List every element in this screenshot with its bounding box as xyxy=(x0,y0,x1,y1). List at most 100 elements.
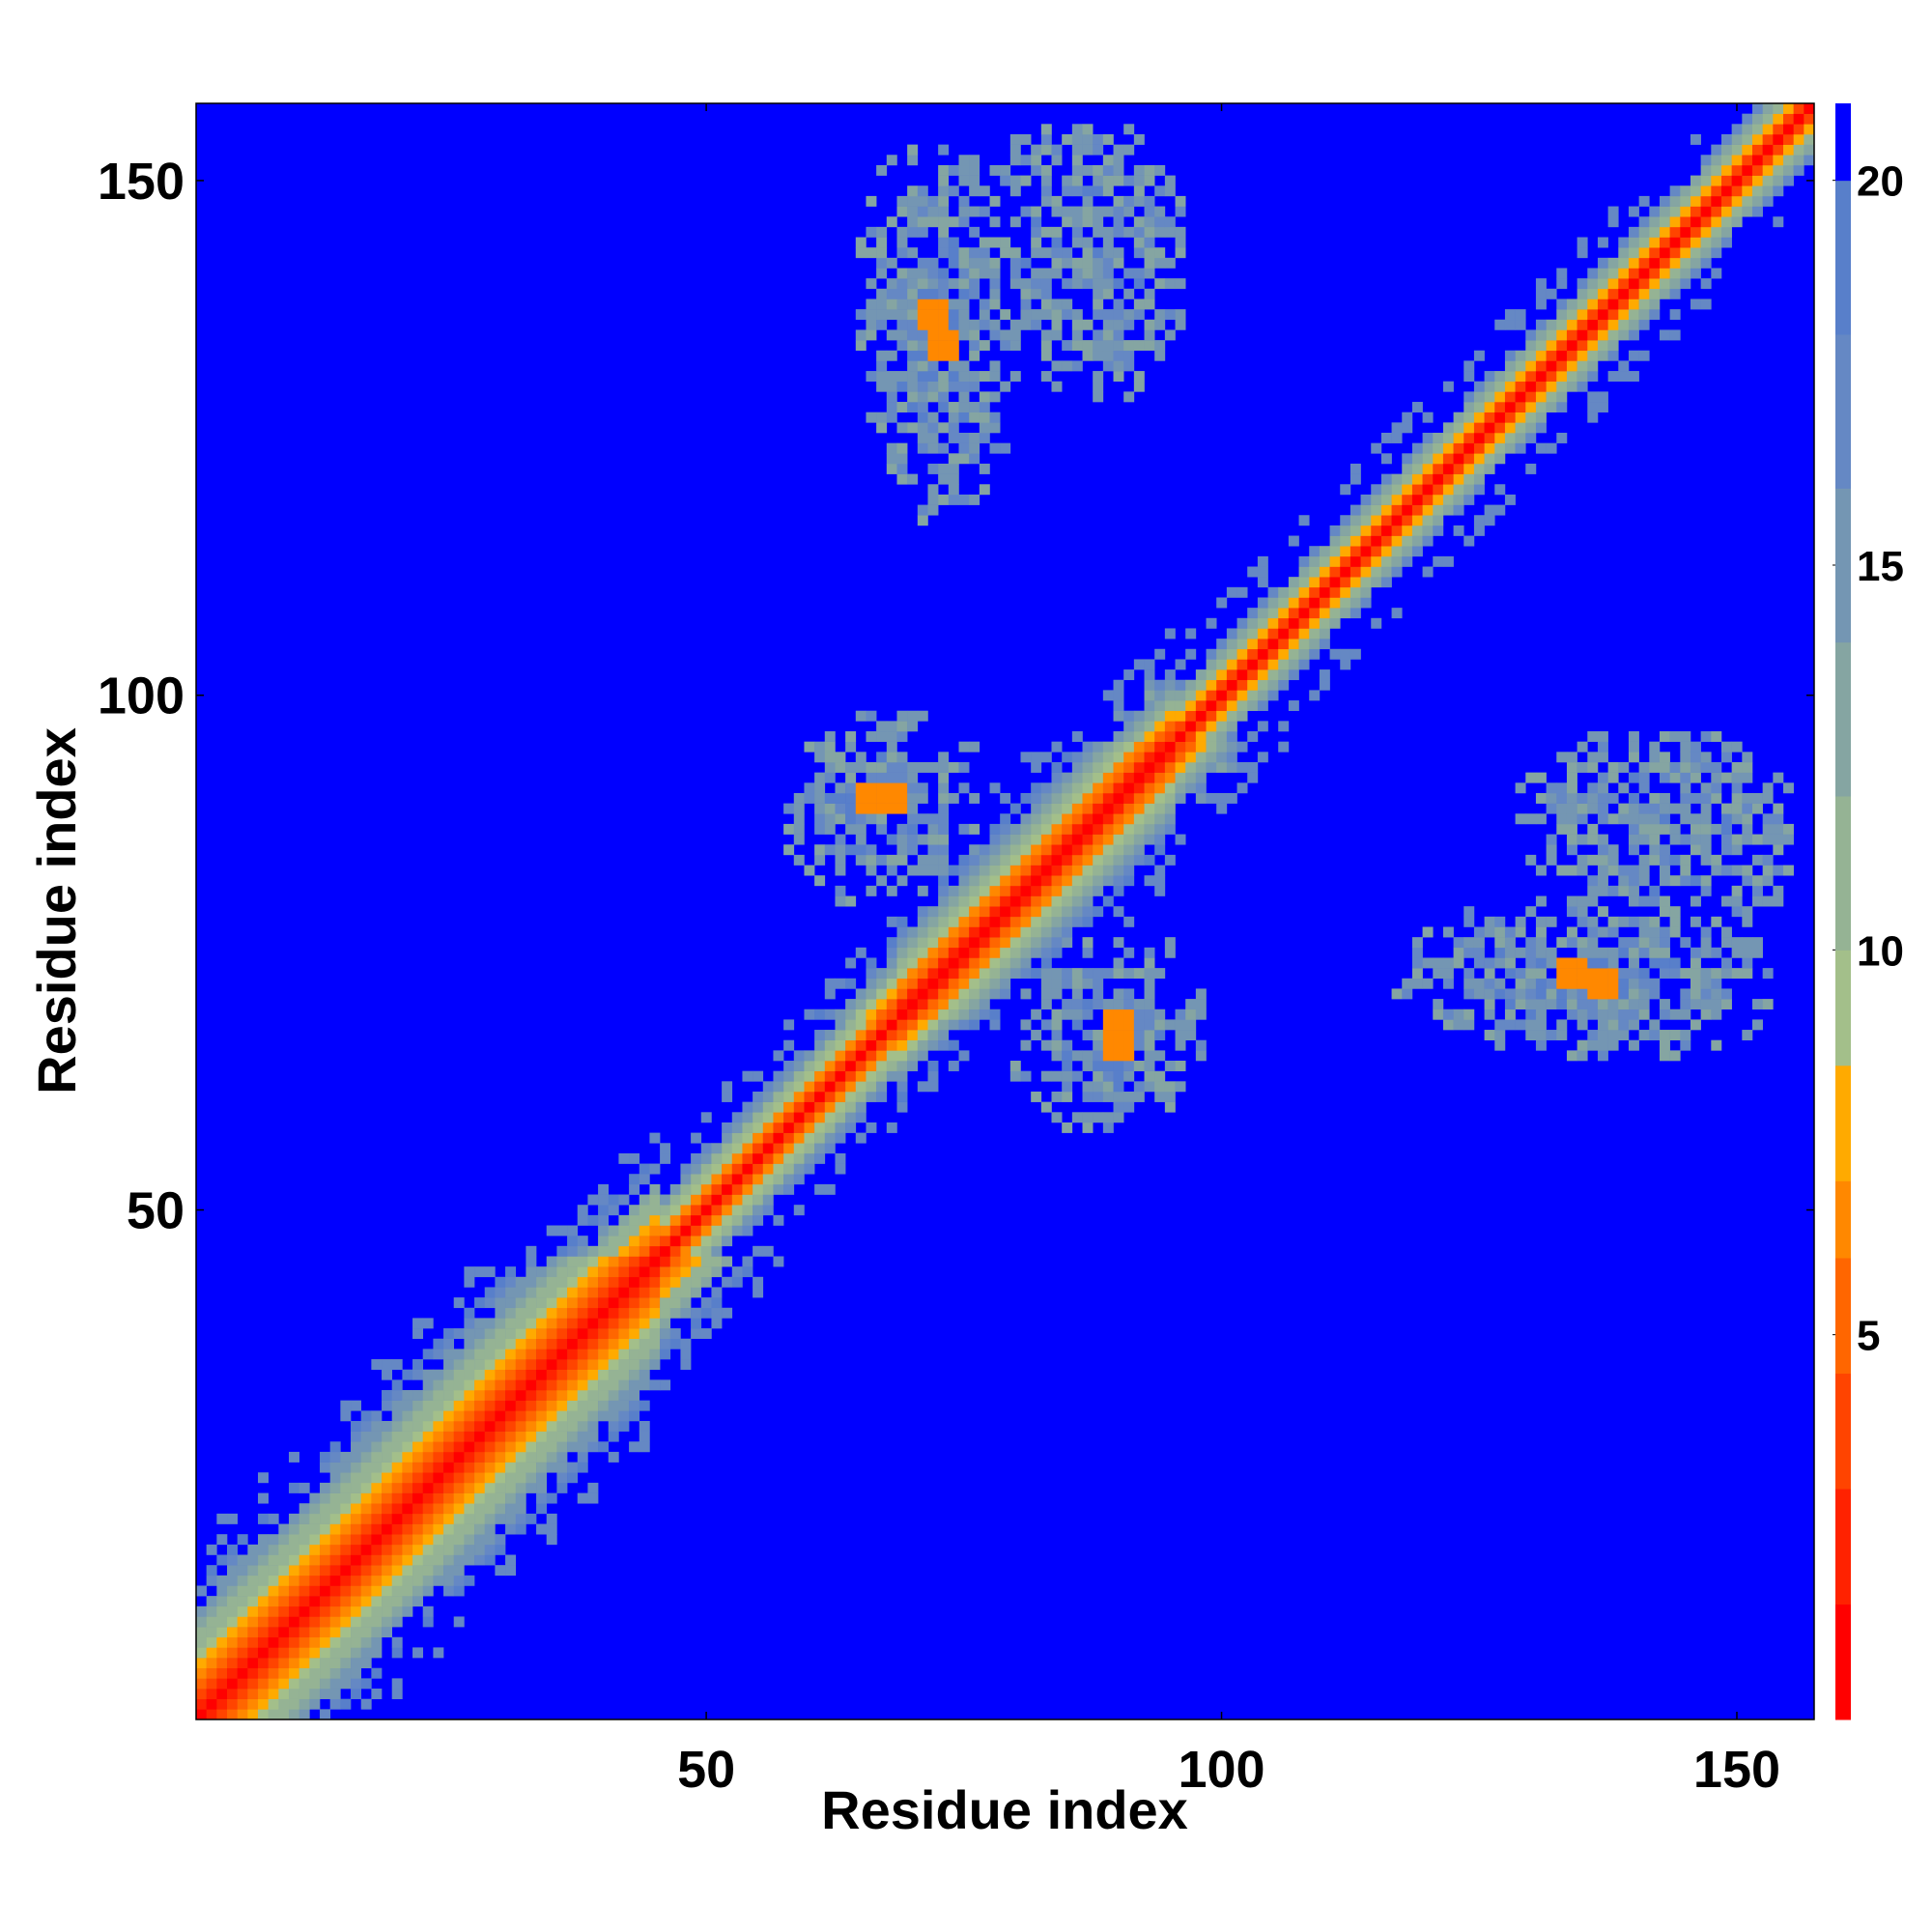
heatmap-cell xyxy=(1731,206,1743,217)
heatmap-cell xyxy=(515,1513,526,1524)
heatmap-cell xyxy=(1329,525,1341,536)
heatmap-cell xyxy=(1123,391,1135,403)
heatmap-cell xyxy=(824,731,836,742)
heatmap-cell xyxy=(196,1636,207,1648)
heatmap-cell xyxy=(1093,309,1104,321)
heatmap-cell xyxy=(1742,124,1753,135)
heatmap-cell xyxy=(1093,906,1104,918)
heatmap-cell xyxy=(1154,710,1166,722)
heatmap-cell xyxy=(546,1462,557,1473)
heatmap-cell xyxy=(247,1689,259,1699)
heatmap-cell xyxy=(958,381,970,392)
heatmap-cell xyxy=(969,155,980,166)
heatmap-cell xyxy=(711,1245,723,1257)
heatmap-cell xyxy=(1411,473,1423,485)
heatmap-cell xyxy=(1102,185,1114,197)
heatmap-cell xyxy=(814,1050,826,1062)
heatmap-cell xyxy=(298,1585,310,1597)
heatmap-cell xyxy=(1659,999,1670,1010)
heatmap-cell xyxy=(1123,124,1135,135)
heatmap-cell xyxy=(835,1030,846,1040)
heatmap-cell xyxy=(1236,617,1248,629)
heatmap-cell xyxy=(691,1152,702,1164)
heatmap-cell xyxy=(1113,690,1124,701)
heatmap-cell xyxy=(1144,669,1155,681)
heatmap-cell xyxy=(340,1616,352,1628)
heatmap-cell xyxy=(1577,978,1588,989)
heatmap-cell xyxy=(1566,371,1577,383)
heatmap-cell xyxy=(907,195,919,207)
heatmap-cell xyxy=(474,1492,486,1504)
heatmap-cell xyxy=(1123,875,1135,887)
heatmap-cell xyxy=(793,1070,805,1082)
heatmap-cell xyxy=(1009,885,1021,896)
heatmap-cell xyxy=(1546,947,1557,958)
heatmap-cell xyxy=(453,1431,465,1442)
heatmap-cell xyxy=(1700,947,1712,958)
heatmap-cell xyxy=(1731,761,1743,773)
heatmap-cell xyxy=(1546,792,1557,804)
heatmap-cell xyxy=(1515,442,1526,454)
heatmap-cell xyxy=(412,1575,424,1586)
heatmap-cell xyxy=(1051,782,1063,794)
heatmap-cell xyxy=(855,752,867,763)
heatmap-cell xyxy=(351,1472,361,1484)
heatmap-cell xyxy=(927,298,939,310)
heatmap-cell xyxy=(391,1544,403,1555)
heatmap-cell xyxy=(1206,659,1217,670)
heatmap-cell xyxy=(1031,247,1042,259)
heatmap-cell xyxy=(443,1482,455,1493)
heatmap-cell xyxy=(1102,834,1114,845)
heatmap-cell xyxy=(1185,1009,1197,1020)
heatmap-cell xyxy=(1113,226,1124,238)
heatmap-cell xyxy=(753,1214,764,1226)
heatmap-cell xyxy=(1587,412,1599,423)
heatmap-cell xyxy=(371,1492,383,1504)
heatmap-cell xyxy=(422,1390,434,1401)
heatmap-cell xyxy=(1031,803,1042,814)
heatmap-cell xyxy=(1422,978,1434,989)
heatmap-cell xyxy=(1040,823,1052,835)
heatmap-cell xyxy=(382,1400,393,1411)
heatmap-cell xyxy=(1587,988,1599,1000)
heatmap-cell xyxy=(1350,463,1361,474)
heatmap-cell xyxy=(360,1472,372,1484)
colorbar-tick-label: 5 xyxy=(1857,1313,1880,1360)
heatmap-cell xyxy=(556,1462,568,1473)
heatmap-cell xyxy=(1040,906,1052,918)
heatmap-cell xyxy=(391,1441,403,1453)
heatmap-cell xyxy=(1525,412,1537,423)
heatmap-cell xyxy=(938,402,950,412)
heatmap-cell xyxy=(1618,885,1630,896)
heatmap-cell xyxy=(474,1390,486,1401)
heatmap-cell xyxy=(855,1061,867,1071)
heatmap-cell xyxy=(1040,309,1052,321)
heatmap-cell xyxy=(1185,721,1197,732)
colorbar-segment xyxy=(1835,180,1851,335)
heatmap-cell xyxy=(639,1225,650,1236)
heatmap-cell xyxy=(360,1698,372,1710)
heatmap-cell xyxy=(1804,113,1815,125)
heatmap-cell xyxy=(1133,226,1145,238)
heatmap-cell xyxy=(1093,226,1104,238)
heatmap-cell xyxy=(1062,978,1073,989)
heatmap-cell xyxy=(886,916,897,927)
heatmap-cell xyxy=(1175,1009,1186,1020)
heatmap-cell xyxy=(1175,731,1186,742)
heatmap-cell xyxy=(206,1636,217,1648)
heatmap-cell xyxy=(237,1658,248,1669)
heatmap-cell xyxy=(1587,885,1599,896)
heatmap-cell xyxy=(1546,319,1557,330)
heatmap-cell xyxy=(896,329,908,341)
heatmap-cell xyxy=(927,1019,939,1031)
heatmap-cell xyxy=(989,412,1001,423)
heatmap-cell xyxy=(1422,566,1434,578)
heatmap-cell xyxy=(1597,752,1608,763)
heatmap-cell xyxy=(278,1636,290,1648)
heatmap-cell xyxy=(1453,432,1464,443)
heatmap-cell xyxy=(1071,978,1083,989)
heatmap-cell xyxy=(824,761,836,773)
heatmap-cell xyxy=(577,1441,588,1453)
heatmap-cell xyxy=(804,1050,815,1062)
heatmap-cell xyxy=(773,1122,784,1133)
